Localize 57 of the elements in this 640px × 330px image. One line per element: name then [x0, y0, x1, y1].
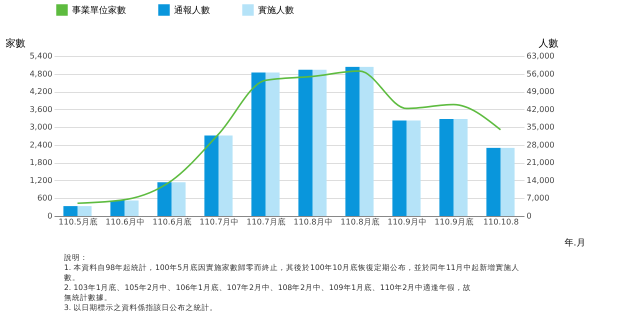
x-tick-label: 110.5月底	[58, 218, 98, 226]
bar	[345, 66, 360, 216]
bar	[298, 70, 312, 216]
x-tick-label: 110.7月底	[246, 218, 286, 226]
bar	[454, 118, 468, 216]
y-tick-label: 4,200	[30, 87, 52, 96]
y-tick-label: 5,400	[30, 52, 52, 60]
y-tick-label: 3,000	[30, 122, 52, 132]
y2-tick-label: 56,000	[526, 69, 554, 78]
x-tick-label: 110.8月中	[294, 218, 332, 226]
line-series	[76, 70, 502, 204]
x-tick-label: 110.10.8	[483, 218, 519, 226]
y-tick-label: 4,800	[30, 69, 52, 78]
y2-tick-label: 35,000	[526, 122, 554, 132]
x-tick-label: 110.9月底	[434, 218, 474, 226]
y2-axis-title: 人數	[538, 38, 558, 50]
bar	[392, 120, 406, 216]
y2-tick-label: 14,000	[526, 176, 554, 185]
y-tick-label: 0	[47, 212, 52, 220]
bar	[312, 70, 327, 216]
bar	[486, 148, 500, 216]
x-tick-label: 110.6月中	[106, 218, 144, 226]
y-axis-title: 家數	[6, 38, 26, 50]
y-tick-label: 1,200	[30, 176, 52, 185]
y-tick-label: 3,600	[30, 104, 52, 114]
bar	[439, 118, 454, 216]
legend-label: 通報人數	[174, 5, 210, 16]
y2-tick-label: 42,000	[526, 104, 554, 114]
bar	[124, 200, 139, 216]
x-tick-label: 110.9月中	[388, 218, 426, 226]
bar	[157, 182, 172, 216]
legend-label: 實施人數	[258, 5, 294, 16]
bar	[406, 120, 421, 216]
bar	[172, 182, 186, 216]
bar	[251, 72, 266, 216]
bar	[78, 206, 92, 216]
bar	[204, 135, 218, 216]
bar	[63, 206, 78, 216]
y2-tick-label: 63,000	[526, 52, 554, 60]
bar	[500, 148, 515, 216]
x-axis-title: 年.月	[564, 238, 586, 248]
bar	[110, 200, 124, 216]
y2-tick-label: 0	[526, 212, 532, 220]
bar	[266, 72, 280, 216]
bar	[218, 135, 233, 216]
x-tick-label: 110.6月底	[152, 218, 192, 226]
y2-tick-label: 28,000	[526, 140, 554, 150]
y2-tick-label: 49,000	[526, 87, 554, 96]
y2-tick-label: 7,000	[526, 194, 550, 203]
y-tick-label: 2,400	[30, 140, 52, 150]
x-tick-label: 110.7月中	[200, 218, 238, 226]
y-tick-label: 1,800	[30, 158, 52, 168]
y-tick-label: 600	[37, 194, 52, 203]
legend-label: 事業單位家數	[72, 5, 126, 16]
y2-tick-label: 21,000	[526, 158, 554, 168]
bar	[360, 66, 374, 216]
x-tick-label: 110.8月底	[340, 218, 380, 226]
